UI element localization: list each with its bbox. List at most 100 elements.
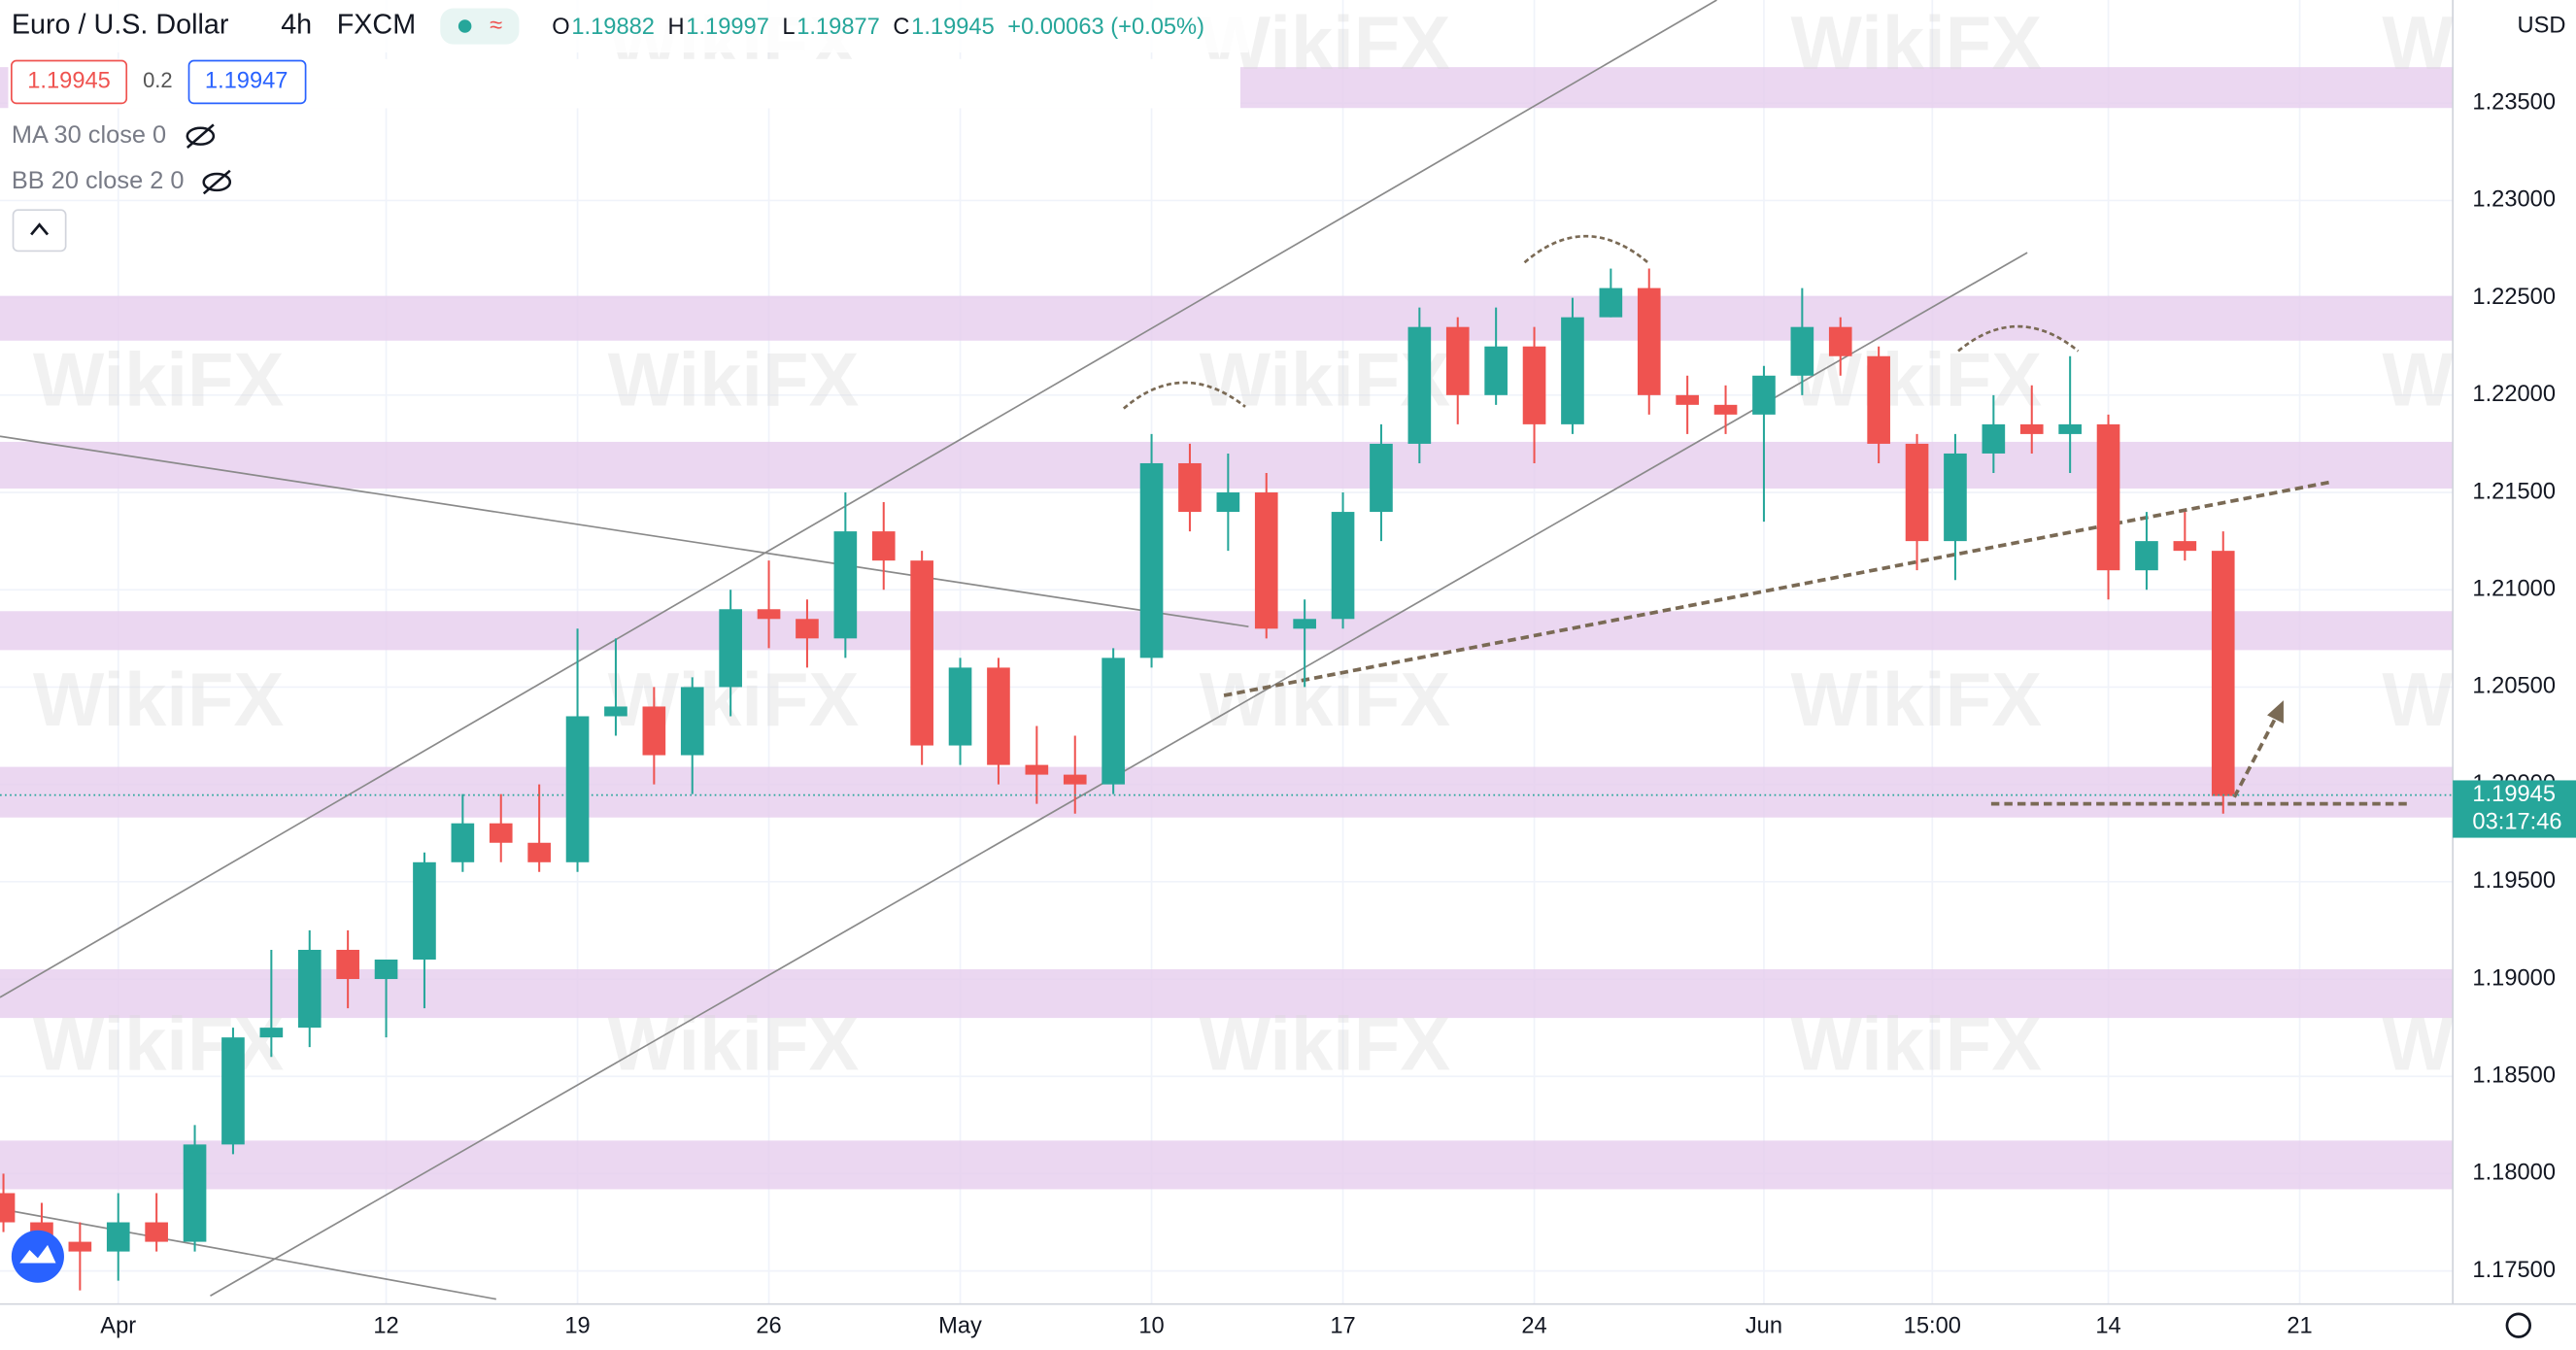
x-tick-label: May xyxy=(938,1314,982,1339)
candle-body xyxy=(259,1028,284,1038)
candle-body xyxy=(1293,619,1316,629)
status-pill[interactable] xyxy=(440,8,520,45)
watermark: WikiFX xyxy=(1791,338,2043,422)
candle-body xyxy=(1445,326,1470,395)
change: +0.00063 (+0.05%) xyxy=(1007,15,1204,40)
collapse-button[interactable] xyxy=(12,209,67,253)
y-tick-label: 1.18500 xyxy=(2472,1063,2556,1088)
candle-body xyxy=(451,823,475,862)
y-tick-label: 1.21000 xyxy=(2472,576,2556,601)
y-tick-label: 1.22000 xyxy=(2472,382,2556,407)
zone xyxy=(0,969,2454,1019)
ohlc-key: H xyxy=(668,15,685,40)
candle-body xyxy=(1216,492,1240,513)
y-tick-label: 1.18000 xyxy=(2472,1161,2556,1186)
candle-body xyxy=(1178,462,1202,513)
ohlc-key: L xyxy=(782,15,795,40)
price-value: 1.19945 xyxy=(2472,782,2556,807)
arrow-head xyxy=(2267,700,2284,724)
candle-body xyxy=(2096,423,2120,571)
ohlc: O 1.19882 H 1.19997 L 1.19877 C 1.19945 +0.00063… xyxy=(552,15,1204,40)
zone xyxy=(0,766,2454,818)
candle-body xyxy=(106,1222,130,1252)
candle-body xyxy=(1331,512,1355,620)
candle-body xyxy=(68,1241,92,1252)
candle-body xyxy=(796,619,819,639)
x-tick-label: 17 xyxy=(1330,1314,1355,1339)
countdown: 03:17:46 xyxy=(2472,810,2561,835)
chevron xyxy=(30,222,50,236)
ohlc-value: 1.19945 xyxy=(911,15,995,40)
candle-body xyxy=(604,706,627,717)
y-tick-label: 1.23500 xyxy=(2472,89,2556,115)
x-tick-label: 24 xyxy=(1521,1314,1546,1339)
candle-body xyxy=(719,609,742,688)
candle-body xyxy=(987,667,1010,765)
candle-body xyxy=(2019,423,2044,434)
ohlc-value: 1.19882 xyxy=(571,15,655,40)
watermark: WikiFX xyxy=(33,1002,285,1086)
candle-body xyxy=(145,1222,168,1242)
candle-body xyxy=(489,823,513,843)
candle-body xyxy=(1676,394,1699,405)
buy-price[interactable]: 1.19947 xyxy=(205,69,288,94)
candle-body xyxy=(1407,326,1432,444)
sell-price[interactable]: 1.19945 xyxy=(27,69,111,94)
eye-off-icon[interactable] xyxy=(186,123,216,149)
logo-mark xyxy=(19,1244,56,1264)
price-label: 1.19945 03:17:46 xyxy=(2453,780,2576,838)
price-axis xyxy=(2453,0,2576,1350)
candle-body xyxy=(757,609,781,620)
candle-body xyxy=(1102,658,1125,785)
candle-body xyxy=(833,531,858,639)
candle-body xyxy=(527,842,551,862)
candle-body xyxy=(1599,287,1623,318)
arc xyxy=(1523,235,1649,264)
candle-body xyxy=(183,1144,207,1242)
watermark: WikiFX xyxy=(33,658,285,742)
candle-body xyxy=(2058,423,2082,434)
candle-body xyxy=(1867,355,1890,444)
candle-body xyxy=(565,716,590,862)
candle-body xyxy=(948,667,972,746)
sell-button[interactable] xyxy=(10,59,128,105)
x-tick-label: 10 xyxy=(1138,1314,1164,1339)
candle-body xyxy=(1370,443,1393,513)
y-tick-label: 1.19500 xyxy=(2472,868,2556,894)
candle-body xyxy=(297,949,322,1029)
trend-line xyxy=(0,435,1249,628)
arc xyxy=(1122,381,1246,410)
x-tick-label: 15:00 xyxy=(1904,1314,1961,1339)
candle-body xyxy=(910,560,933,746)
eye-off-icon[interactable] xyxy=(202,169,232,195)
currency: USD xyxy=(2517,13,2565,38)
candle-body xyxy=(1905,443,1929,542)
watermark: WikiFX xyxy=(608,1002,860,1086)
candle-body xyxy=(1944,453,1967,542)
candle-body xyxy=(1254,492,1278,629)
candle-body xyxy=(871,531,896,561)
status-dot xyxy=(458,19,472,33)
ohlc-value: 1.19877 xyxy=(797,15,880,40)
y-tick-label: 1.17500 xyxy=(2472,1258,2556,1283)
logo[interactable] xyxy=(11,1230,64,1283)
ohlc-key: C xyxy=(893,15,909,40)
watermark: WikiFX xyxy=(1200,658,1451,742)
zone xyxy=(0,1140,2454,1190)
x-tick-label: Apr xyxy=(100,1314,136,1339)
arc xyxy=(1957,324,2080,353)
trend-line xyxy=(0,1207,496,1300)
y-tick-label: 1.22500 xyxy=(2472,285,2556,310)
zone xyxy=(0,441,2454,489)
candle-body xyxy=(2135,541,2158,571)
candle-body xyxy=(2173,541,2197,552)
candle-body xyxy=(1637,287,1661,395)
exchange: FXCM xyxy=(337,10,416,41)
buy-button[interactable] xyxy=(187,59,307,105)
candle-body xyxy=(642,706,666,756)
settings-icon[interactable] xyxy=(2505,1312,2531,1338)
watermark: WikiFX xyxy=(1200,1002,1451,1086)
arrow-line xyxy=(2232,707,2283,798)
x-tick-label: 21 xyxy=(2287,1314,2312,1339)
